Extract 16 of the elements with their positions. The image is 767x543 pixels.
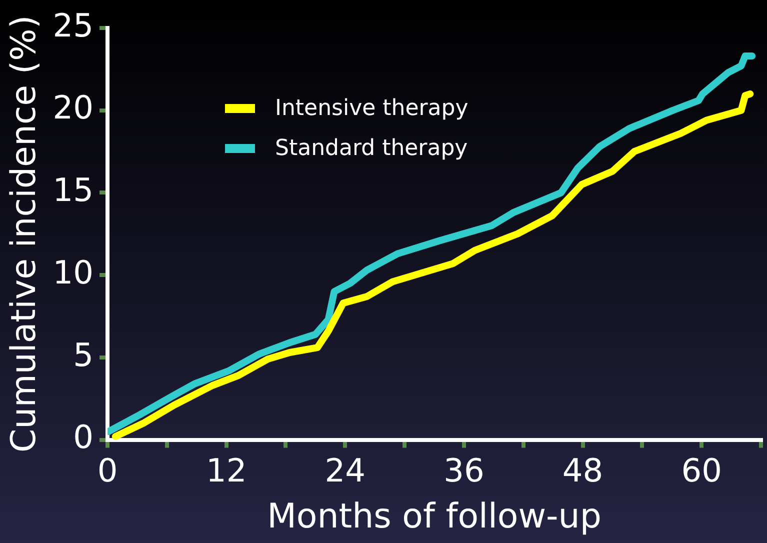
x-tick-label: 12	[206, 451, 247, 490]
y-tick-label: 0	[73, 418, 94, 456]
x-tick-label: 60	[681, 451, 722, 490]
y-tick-label: 20	[52, 88, 94, 127]
y-tick-label: 25	[52, 6, 94, 44]
x-tick-label: 0	[97, 451, 118, 490]
y-tick-label: 5	[73, 336, 94, 374]
x-tick-label: 36	[444, 451, 484, 490]
legend-label: Intensive therapy	[275, 96, 468, 120]
x-axis-title: Months of follow-up	[267, 496, 602, 536]
y-axis-title: Cumulative incidence (%)	[4, 15, 44, 453]
y-tick-label: 10	[52, 253, 94, 292]
x-tick-label: 48	[562, 451, 604, 490]
y-tick-label: 15	[52, 171, 94, 210]
x-tick-label: 24	[324, 451, 366, 490]
legend-label: Standard therapy	[275, 136, 468, 160]
